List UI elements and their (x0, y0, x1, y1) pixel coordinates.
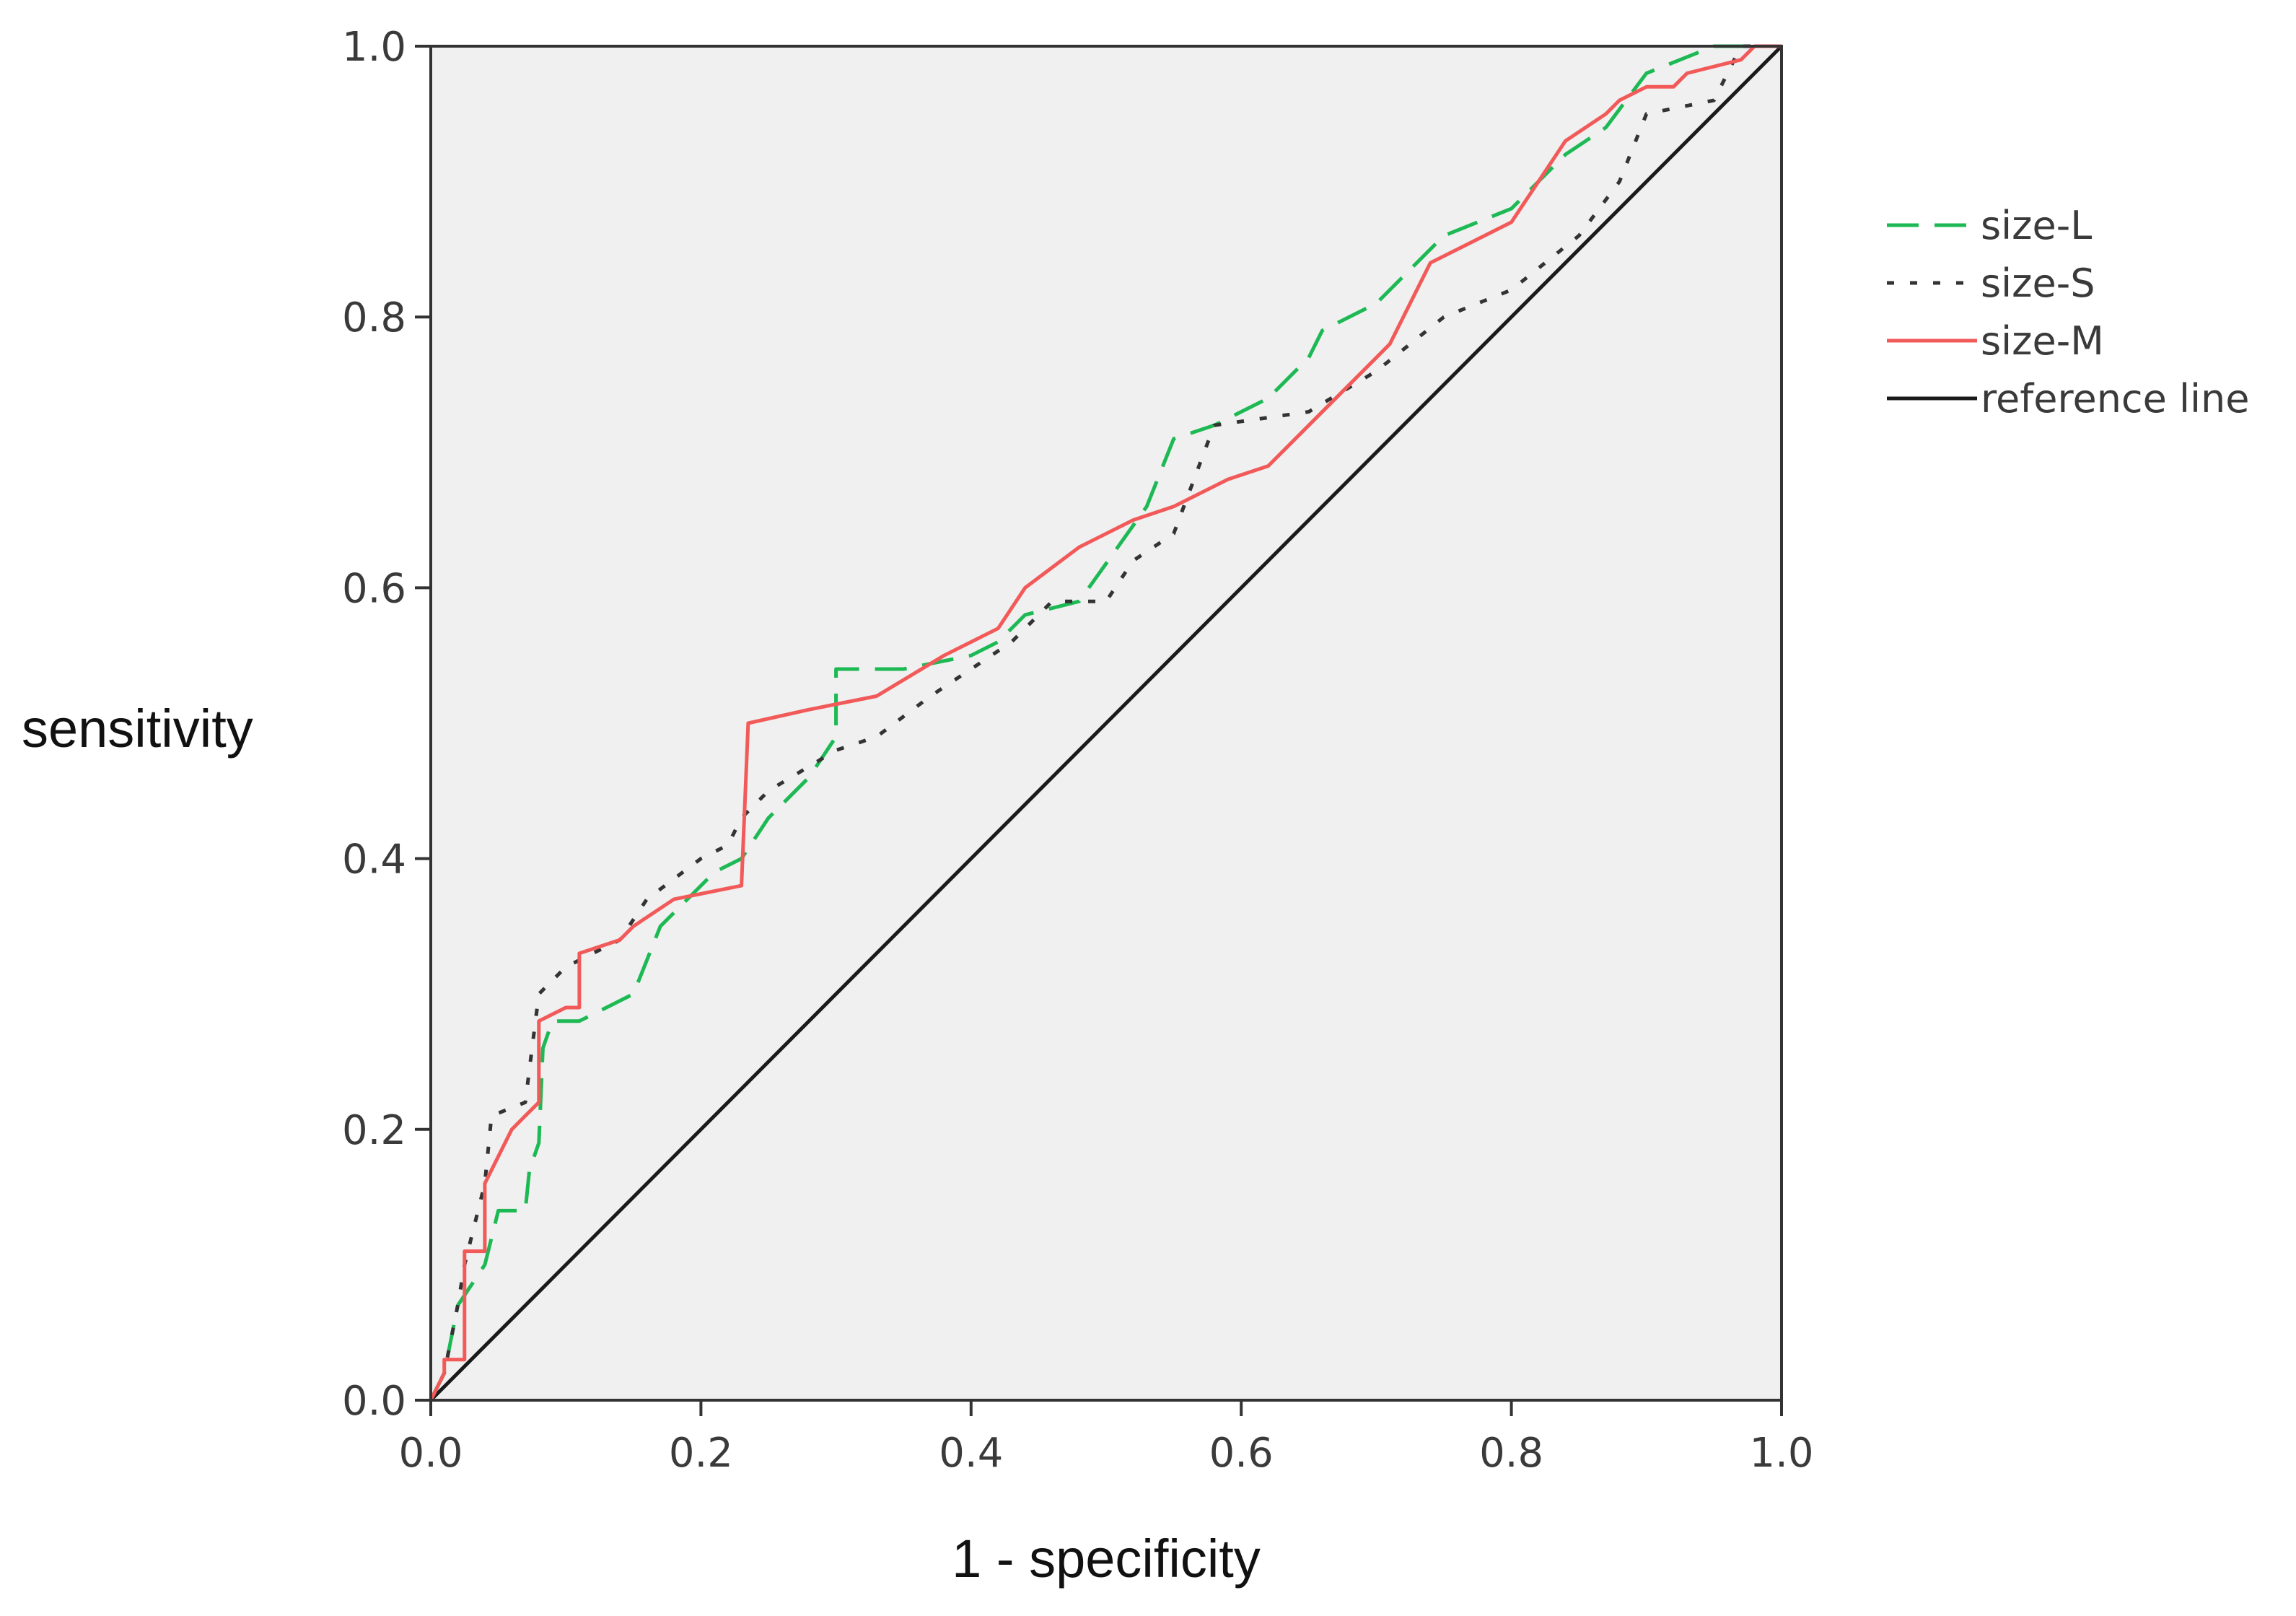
y-tick-label: 0.0 (342, 1378, 406, 1425)
plot-border (429, 45, 1783, 1402)
y-tick-label: 0.8 (342, 294, 406, 341)
legend-label-size-s: size-S (1981, 261, 2095, 306)
y-tick-label: 0.4 (342, 837, 406, 883)
y-tick-label: 1.0 (342, 24, 406, 71)
y-axis-title: sensitivity (22, 699, 253, 759)
legend-label-size-m: size-M (1981, 318, 2104, 364)
x-tick-label: 0.0 (398, 1430, 463, 1477)
x-tick-label: 0.8 (1479, 1430, 1543, 1477)
x-axis-title: 1 - specificity (952, 1529, 1261, 1589)
x-axis-ticks: 0.0 0.2 0.4 0.6 0.8 1.0 (398, 1400, 1814, 1477)
legend: size-L size-S size-M reference line (1887, 203, 2249, 422)
series-layer (429, 44, 1783, 1402)
legend-label-size-l: size-L (1981, 203, 2092, 248)
x-tick-label: 1.0 (1749, 1430, 1813, 1477)
series-line-size-m (429, 44, 1782, 1402)
y-tick-label: 0.6 (342, 565, 406, 612)
legend-label-reference-line: reference line (1981, 376, 2249, 422)
series-line-size-s (429, 44, 1782, 1402)
x-tick-label: 0.2 (669, 1430, 733, 1477)
y-tick-label: 0.2 (342, 1107, 406, 1154)
x-tick-label: 0.6 (1209, 1430, 1274, 1477)
series-line-reference-line (429, 45, 1783, 1402)
y-axis-ticks: 0.0 0.2 0.4 0.6 0.8 1.0 (342, 24, 431, 1425)
x-tick-label: 0.4 (939, 1430, 1003, 1477)
